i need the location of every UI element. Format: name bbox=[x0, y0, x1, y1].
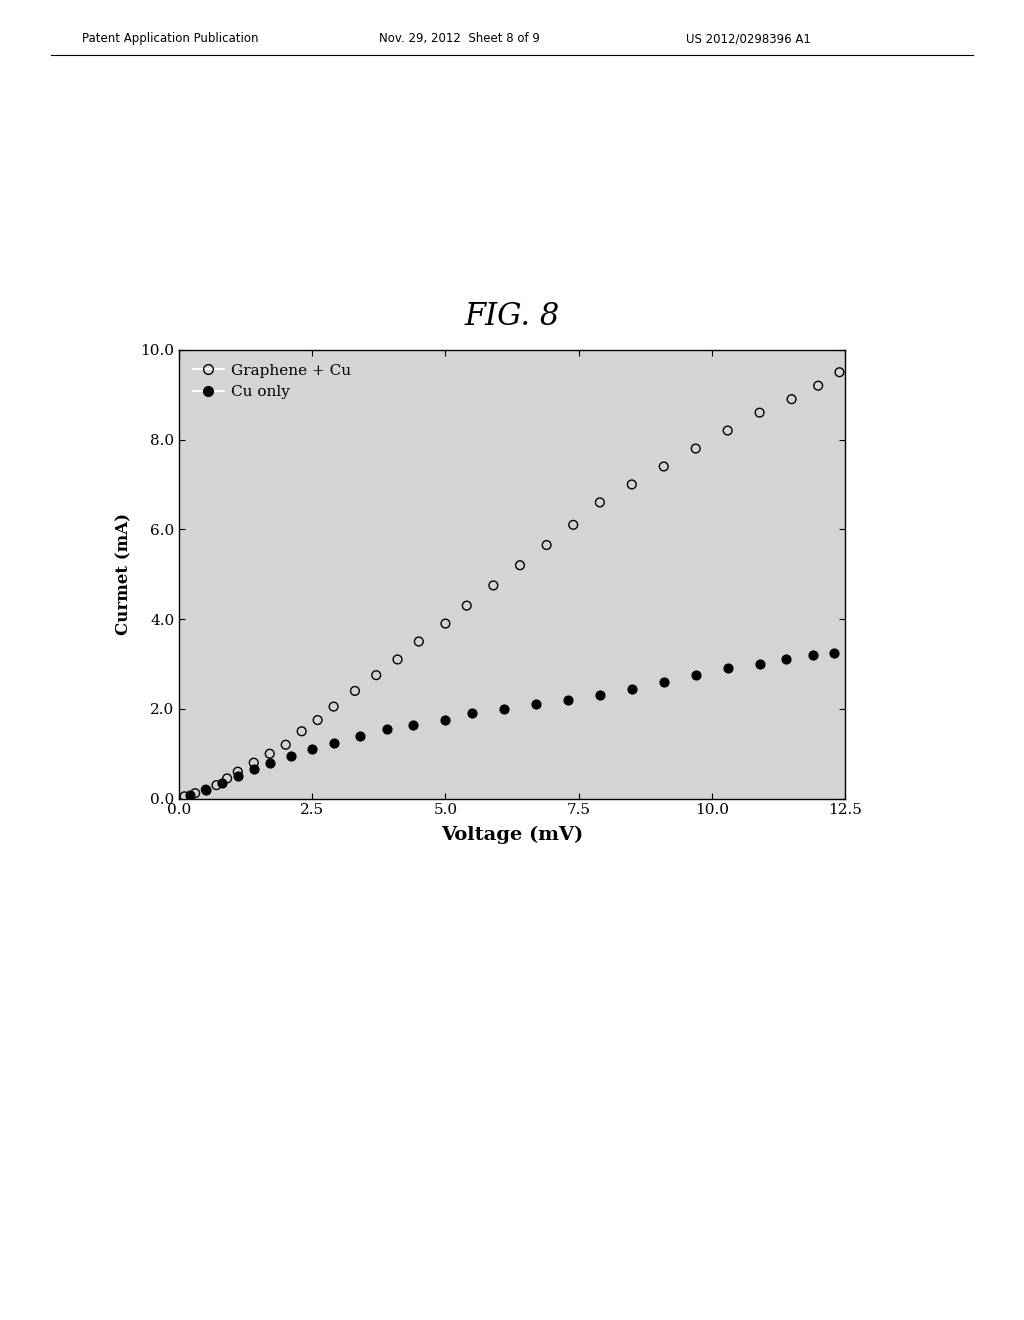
Point bbox=[464, 702, 480, 723]
Point bbox=[406, 714, 422, 735]
Point bbox=[294, 721, 310, 742]
Point bbox=[565, 515, 582, 536]
Point bbox=[309, 710, 326, 731]
Point bbox=[720, 657, 736, 678]
Point bbox=[592, 492, 608, 513]
Point bbox=[778, 649, 795, 671]
Point bbox=[304, 739, 321, 760]
Point bbox=[229, 762, 246, 783]
Point bbox=[389, 649, 406, 671]
Point bbox=[246, 752, 262, 774]
Point bbox=[687, 438, 703, 459]
Point bbox=[810, 375, 826, 396]
Point bbox=[229, 766, 246, 787]
Point bbox=[459, 595, 475, 616]
Point bbox=[624, 678, 640, 700]
Point bbox=[527, 694, 544, 715]
Point bbox=[352, 725, 369, 746]
Point bbox=[539, 535, 555, 556]
Point bbox=[437, 710, 454, 731]
Point bbox=[283, 746, 299, 767]
Text: US 2012/0298396 A1: US 2012/0298396 A1 bbox=[686, 32, 811, 45]
Point bbox=[326, 696, 342, 717]
Point bbox=[752, 403, 768, 424]
Point bbox=[368, 664, 384, 686]
Point bbox=[176, 785, 193, 807]
Y-axis label: Curmet (mA): Curmet (mA) bbox=[115, 513, 132, 635]
Legend: Graphene + Cu, Cu only: Graphene + Cu, Cu only bbox=[186, 358, 357, 405]
Point bbox=[512, 554, 528, 576]
Point bbox=[219, 768, 236, 789]
Point bbox=[592, 685, 608, 706]
Point bbox=[624, 474, 640, 495]
Point bbox=[187, 783, 204, 804]
Point bbox=[198, 779, 214, 800]
Point bbox=[655, 672, 672, 693]
Point bbox=[496, 698, 512, 719]
Point bbox=[560, 689, 577, 710]
Point bbox=[826, 643, 843, 664]
Point bbox=[783, 388, 800, 409]
Point bbox=[411, 631, 427, 652]
Point bbox=[437, 612, 454, 634]
Point bbox=[181, 784, 198, 805]
Point bbox=[261, 743, 278, 764]
Point bbox=[720, 420, 736, 441]
Point bbox=[198, 779, 214, 800]
Point bbox=[208, 775, 224, 796]
Point bbox=[278, 734, 294, 755]
Point bbox=[752, 653, 768, 675]
Text: FIG. 8: FIG. 8 bbox=[464, 301, 560, 333]
Text: Nov. 29, 2012  Sheet 8 of 9: Nov. 29, 2012 Sheet 8 of 9 bbox=[379, 32, 540, 45]
X-axis label: Voltage (mV): Voltage (mV) bbox=[441, 826, 583, 843]
Point bbox=[655, 455, 672, 477]
Point bbox=[261, 752, 278, 774]
Text: Patent Application Publication: Patent Application Publication bbox=[82, 32, 258, 45]
Point bbox=[326, 731, 342, 752]
Point bbox=[687, 664, 703, 686]
Point bbox=[379, 718, 395, 739]
Point bbox=[805, 644, 821, 665]
Point bbox=[831, 362, 848, 383]
Point bbox=[347, 680, 364, 701]
Point bbox=[214, 772, 230, 793]
Point bbox=[485, 574, 502, 595]
Point bbox=[246, 759, 262, 780]
